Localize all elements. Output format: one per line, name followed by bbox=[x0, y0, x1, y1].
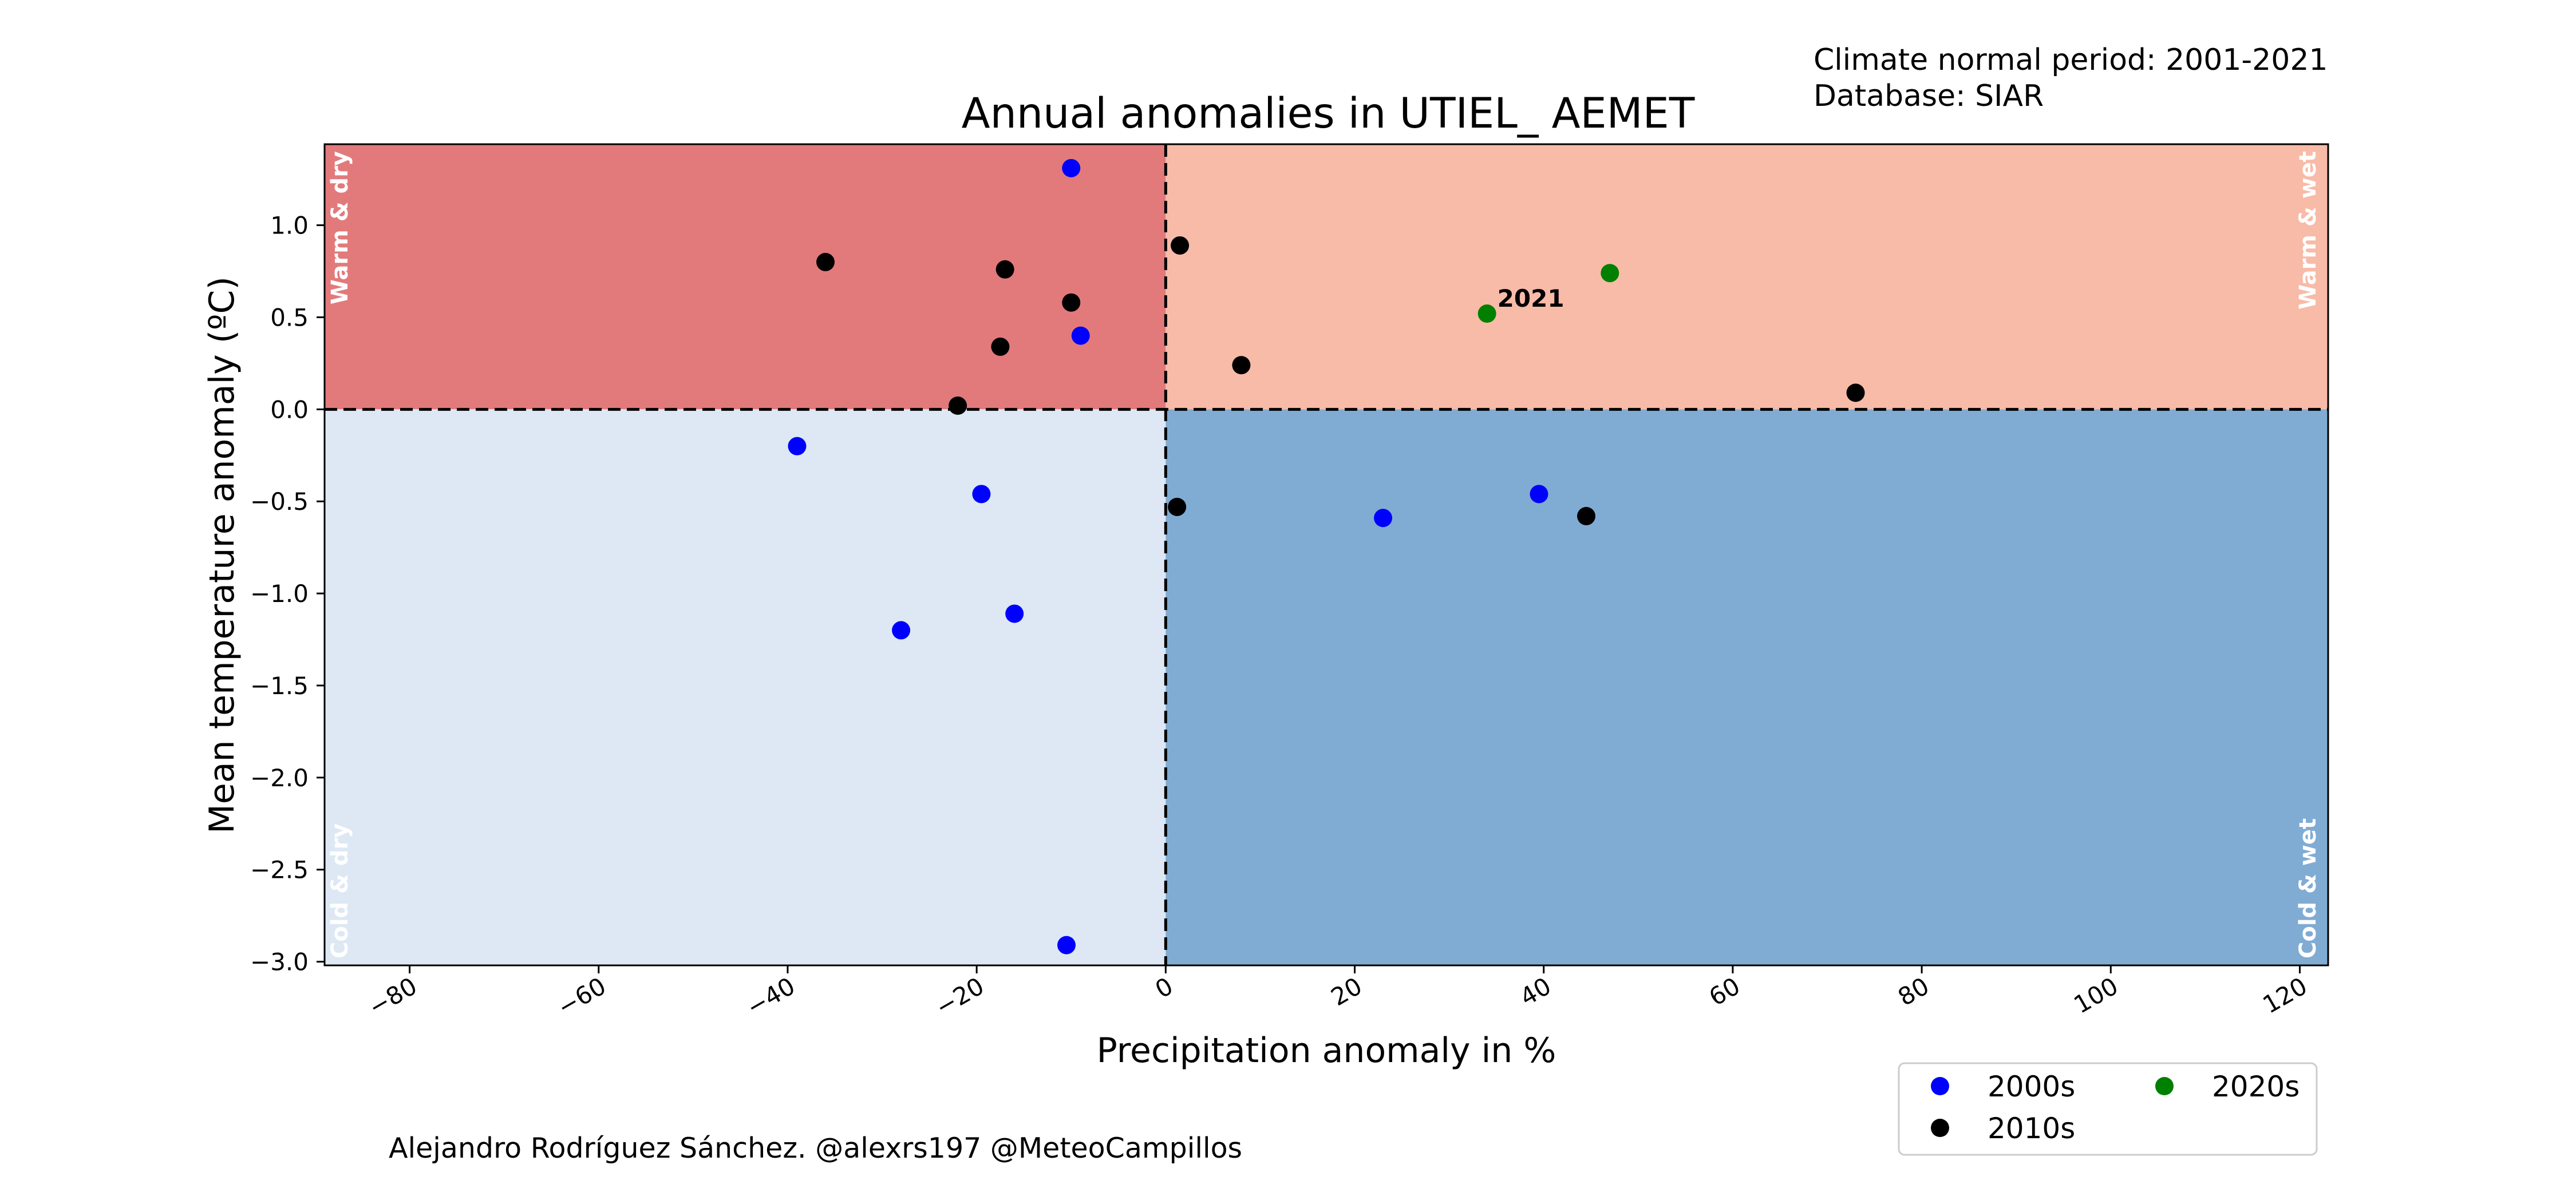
data-point-2010s bbox=[816, 252, 835, 271]
y-tick-label: 1.0 bbox=[270, 212, 309, 240]
data-point-2000s bbox=[788, 437, 807, 456]
y-axis: 1.0 0.5 0.0 −0.5 −1.0 −1.5 −2.0 −2.5 −3.0 bbox=[250, 212, 325, 976]
x-tick-label: −20 bbox=[931, 972, 989, 1021]
legend-marker bbox=[1931, 1077, 1949, 1095]
data-point-2000s bbox=[1005, 604, 1024, 623]
data-point-2000s bbox=[1071, 326, 1090, 345]
data-point-2010s bbox=[1171, 236, 1190, 255]
data-point-2010s bbox=[949, 396, 967, 415]
legend-label: 2010s bbox=[1988, 1112, 2075, 1145]
quadrant-label: Cold & dry bbox=[327, 823, 353, 959]
credit-text: Alejandro Rodríguez Sánchez. @alexrs197 … bbox=[389, 1132, 1242, 1165]
legend-marker bbox=[1931, 1119, 1949, 1137]
x-tick-label: −60 bbox=[553, 972, 611, 1021]
data-point-2000s bbox=[892, 621, 911, 640]
quadrant-top-right bbox=[1165, 144, 2328, 410]
y-tick-label: −1.0 bbox=[250, 580, 309, 608]
quadrant-bottom-right bbox=[1165, 409, 2328, 965]
x-tick-label: 120 bbox=[2258, 972, 2312, 1019]
legend: 2000s 2010s 2020s bbox=[1898, 1062, 2318, 1156]
data-point-2000s bbox=[972, 485, 991, 504]
points-layer: 2021 bbox=[788, 159, 1865, 955]
quadrant-layer: Warm & dry Warm & wet Cold & dry Cold & wet bbox=[325, 144, 2328, 965]
quadrant-label: Cold & wet bbox=[2295, 818, 2321, 959]
y-tick-label: −2.0 bbox=[250, 764, 309, 792]
quadrant-top-left bbox=[325, 144, 1166, 410]
data-point-2020s bbox=[1601, 264, 1619, 283]
y-tick-label: 0.5 bbox=[270, 303, 309, 331]
data-point-2000s bbox=[1374, 509, 1393, 528]
data-point-2000s bbox=[1530, 485, 1548, 504]
x-tick-label: 60 bbox=[1704, 972, 1745, 1011]
y-tick-label: −1.5 bbox=[250, 672, 309, 700]
y-axis-label: Mean temperature anomaly (ºC) bbox=[202, 276, 242, 834]
data-point-2020s bbox=[1477, 304, 1496, 323]
point-annotation: 2021 bbox=[1498, 284, 1564, 312]
x-tick-label: 40 bbox=[1515, 972, 1556, 1011]
plot-frame bbox=[323, 143, 2329, 967]
legend-box bbox=[1898, 1062, 2318, 1156]
x-tick-label: −40 bbox=[742, 972, 800, 1021]
y-tick-label: −2.5 bbox=[250, 856, 309, 884]
data-point-2010s bbox=[995, 260, 1014, 279]
chart-title: Annual anomalies in UTIEL_ AEMET bbox=[962, 89, 1695, 138]
quadrant-label: Warm & wet bbox=[2295, 151, 2321, 310]
quadrant-bottom-left bbox=[325, 409, 1166, 965]
x-axis-label: Precipitation anomaly in % bbox=[1097, 1031, 1556, 1071]
info-line: Database: SIAR bbox=[1814, 79, 2044, 113]
y-tick-label: 0.0 bbox=[270, 395, 309, 423]
x-tick-label: −80 bbox=[364, 972, 421, 1021]
legend-marker bbox=[2155, 1077, 2174, 1095]
zero-lines bbox=[325, 144, 2328, 965]
legend-label: 2000s bbox=[1988, 1070, 2075, 1103]
x-tick-label: 100 bbox=[2069, 972, 2123, 1019]
data-point-2010s bbox=[1846, 383, 1865, 402]
y-tick-label: −0.5 bbox=[250, 488, 309, 516]
x-tick-label: 20 bbox=[1326, 972, 1367, 1011]
legend-label: 2020s bbox=[2212, 1070, 2300, 1103]
x-tick-label: 80 bbox=[1893, 972, 1934, 1011]
quadrant-label: Warm & dry bbox=[327, 151, 353, 304]
data-point-2010s bbox=[1232, 356, 1251, 375]
x-tick-label: 0 bbox=[1151, 972, 1178, 1004]
data-point-2010s bbox=[1577, 506, 1596, 525]
x-axis: −80 −60 −40 −20 0 20 40 60 80 100 120 bbox=[364, 965, 2312, 1021]
data-point-2000s bbox=[1062, 159, 1081, 177]
info-line: Climate normal period: 2001-2021 bbox=[1814, 43, 2328, 77]
y-tick-label: −3.0 bbox=[250, 948, 309, 976]
data-point-2010s bbox=[991, 337, 1010, 356]
data-point-2010s bbox=[1062, 293, 1081, 312]
data-point-2000s bbox=[1057, 936, 1076, 955]
data-point-2010s bbox=[1168, 497, 1187, 516]
